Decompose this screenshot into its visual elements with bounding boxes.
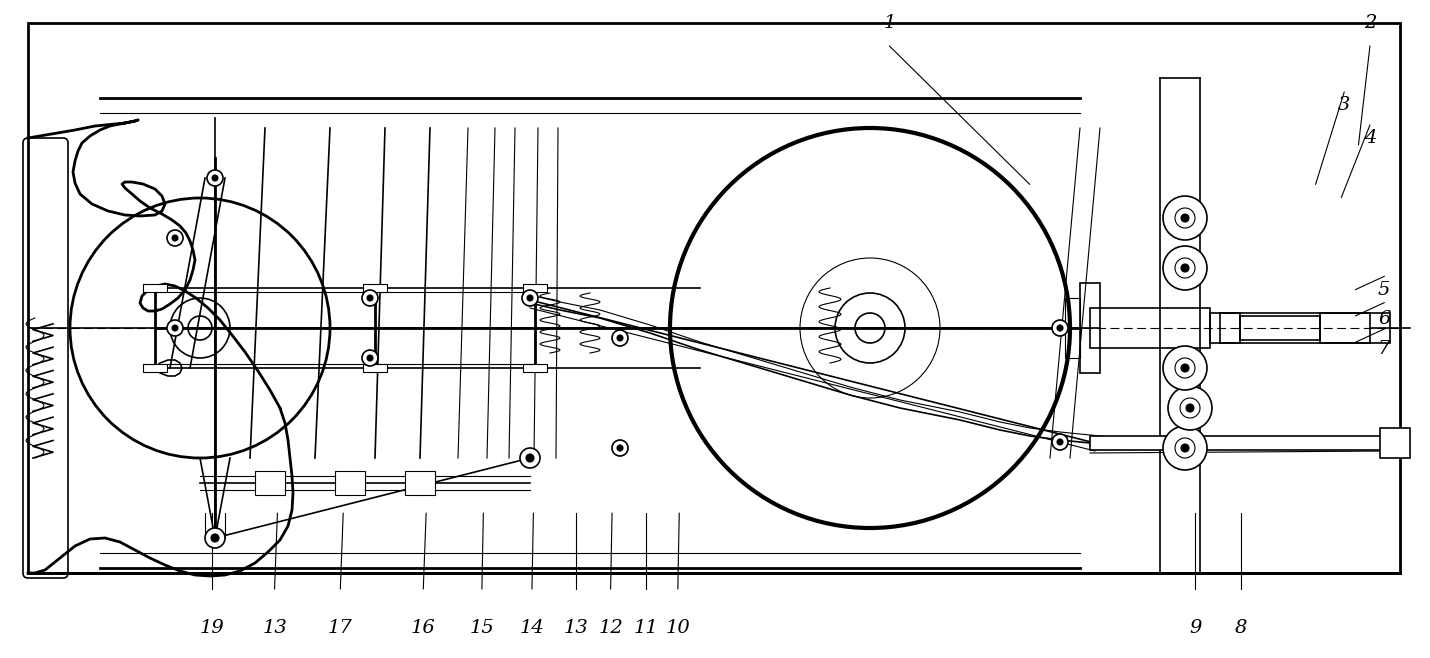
- Circle shape: [528, 295, 533, 301]
- Text: 10: 10: [665, 619, 691, 638]
- Circle shape: [362, 290, 378, 306]
- Circle shape: [207, 530, 223, 546]
- Circle shape: [616, 445, 623, 451]
- Text: 11: 11: [633, 619, 659, 638]
- Circle shape: [1168, 386, 1213, 430]
- Text: 8: 8: [1236, 619, 1247, 638]
- Bar: [363, 284, 388, 292]
- Circle shape: [1181, 264, 1188, 272]
- Bar: [523, 284, 548, 292]
- Circle shape: [612, 440, 628, 456]
- Text: 15: 15: [469, 619, 495, 638]
- Text: 7: 7: [1379, 340, 1390, 358]
- Circle shape: [1185, 404, 1194, 412]
- Bar: [1220, 313, 1370, 343]
- Bar: [143, 284, 167, 292]
- Circle shape: [1052, 434, 1068, 450]
- Circle shape: [522, 290, 538, 306]
- Circle shape: [1057, 439, 1062, 445]
- Circle shape: [212, 534, 219, 542]
- Circle shape: [1052, 320, 1068, 336]
- Circle shape: [1163, 346, 1207, 390]
- Circle shape: [1057, 325, 1062, 331]
- Text: 16: 16: [410, 619, 436, 638]
- Text: 19: 19: [199, 619, 225, 638]
- Bar: [1090, 308, 1210, 348]
- Circle shape: [1181, 444, 1188, 452]
- Bar: [1380, 428, 1410, 458]
- Text: 12: 12: [598, 619, 623, 638]
- Text: 4: 4: [1364, 129, 1376, 147]
- Bar: [523, 364, 548, 372]
- Text: 13: 13: [563, 619, 589, 638]
- Text: 17: 17: [327, 619, 353, 638]
- Circle shape: [1181, 214, 1188, 222]
- Bar: [335, 471, 365, 495]
- Circle shape: [212, 535, 217, 541]
- Circle shape: [1181, 364, 1188, 372]
- Bar: [1080, 283, 1100, 373]
- Text: 3: 3: [1338, 96, 1350, 114]
- Text: 6: 6: [1379, 310, 1390, 328]
- Bar: [1240, 316, 1320, 340]
- Bar: [405, 471, 435, 495]
- Bar: [143, 364, 167, 372]
- Bar: [255, 471, 285, 495]
- Bar: [1210, 313, 1240, 343]
- Text: 13: 13: [262, 619, 287, 638]
- Circle shape: [1163, 426, 1207, 470]
- Bar: [1065, 298, 1080, 358]
- Text: 2: 2: [1364, 14, 1376, 32]
- Circle shape: [207, 170, 223, 186]
- Circle shape: [204, 528, 225, 548]
- Circle shape: [368, 295, 373, 301]
- Text: 5: 5: [1379, 280, 1390, 299]
- Circle shape: [212, 175, 217, 181]
- Circle shape: [167, 320, 183, 336]
- Text: 1: 1: [884, 14, 895, 32]
- Circle shape: [521, 448, 541, 468]
- Bar: [1090, 436, 1390, 450]
- Text: 9: 9: [1190, 619, 1201, 638]
- Circle shape: [612, 330, 628, 346]
- Circle shape: [522, 450, 538, 466]
- Circle shape: [616, 335, 623, 341]
- Circle shape: [526, 454, 533, 462]
- Bar: [363, 364, 388, 372]
- Circle shape: [362, 350, 378, 366]
- Circle shape: [167, 230, 183, 246]
- Circle shape: [172, 325, 177, 331]
- Circle shape: [1163, 196, 1207, 240]
- Text: 14: 14: [519, 619, 545, 638]
- Bar: [1320, 313, 1390, 343]
- Circle shape: [172, 235, 177, 241]
- Circle shape: [368, 355, 373, 361]
- Circle shape: [1163, 246, 1207, 290]
- Circle shape: [528, 455, 533, 461]
- FancyBboxPatch shape: [23, 138, 69, 578]
